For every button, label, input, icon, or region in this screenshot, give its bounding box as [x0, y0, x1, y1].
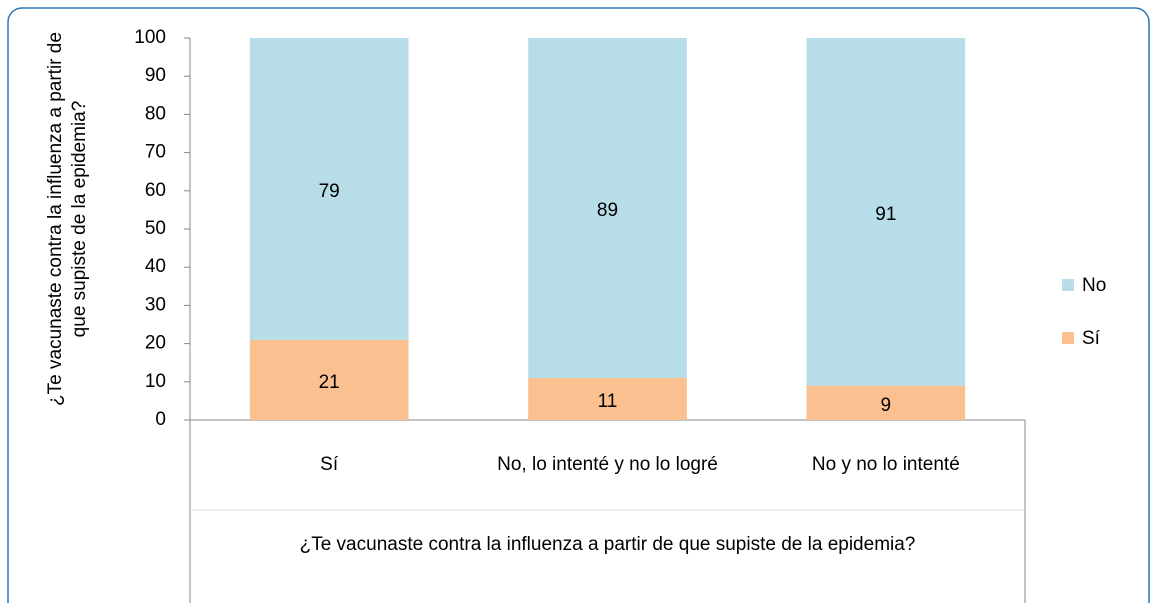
data-label: 11: [598, 391, 618, 412]
legend-swatch: [1062, 279, 1074, 291]
y-tick-label: 60: [145, 180, 166, 201]
y-axis-title: ¿Te vacunaste contra la influenza a part…: [45, 32, 90, 406]
y-tick-label: 90: [145, 65, 166, 86]
bar-segment: [528, 38, 687, 378]
bar-segment: [528, 377, 687, 420]
bar-segment: [806, 38, 966, 386]
y-tick-label: 20: [145, 333, 166, 354]
x-tick-label: No, lo intenté y no lo logré: [497, 454, 718, 475]
bar-segment: [249, 339, 409, 420]
y-tick-label: 70: [145, 142, 166, 163]
data-label: 9: [881, 395, 892, 416]
bar-segment: [249, 38, 409, 340]
legend-swatch: [1062, 332, 1074, 344]
x-axis-title: ¿Te vacunaste contra la influenza a part…: [299, 534, 916, 555]
y-tick-label: 30: [145, 294, 166, 315]
frame: [7, 7, 1150, 603]
data-label: 89: [597, 200, 618, 221]
y-tick-label: 100: [134, 27, 166, 48]
legend-label: Sí: [1082, 328, 1101, 349]
y-tick-label: 10: [145, 371, 166, 392]
data-label: 91: [875, 204, 896, 225]
legend-label: No: [1082, 275, 1106, 296]
y-tick-label: 80: [145, 103, 166, 124]
data-label: 21: [319, 372, 340, 393]
x-tick-label: Sí: [320, 454, 339, 475]
y-tick-label: 40: [145, 256, 166, 277]
y-tick-label: 50: [145, 218, 166, 239]
data-label: 79: [319, 181, 340, 202]
x-tick-label: No y no lo intenté: [811, 454, 960, 475]
y-tick-label: 0: [155, 409, 166, 430]
bar-segment: [806, 385, 966, 420]
